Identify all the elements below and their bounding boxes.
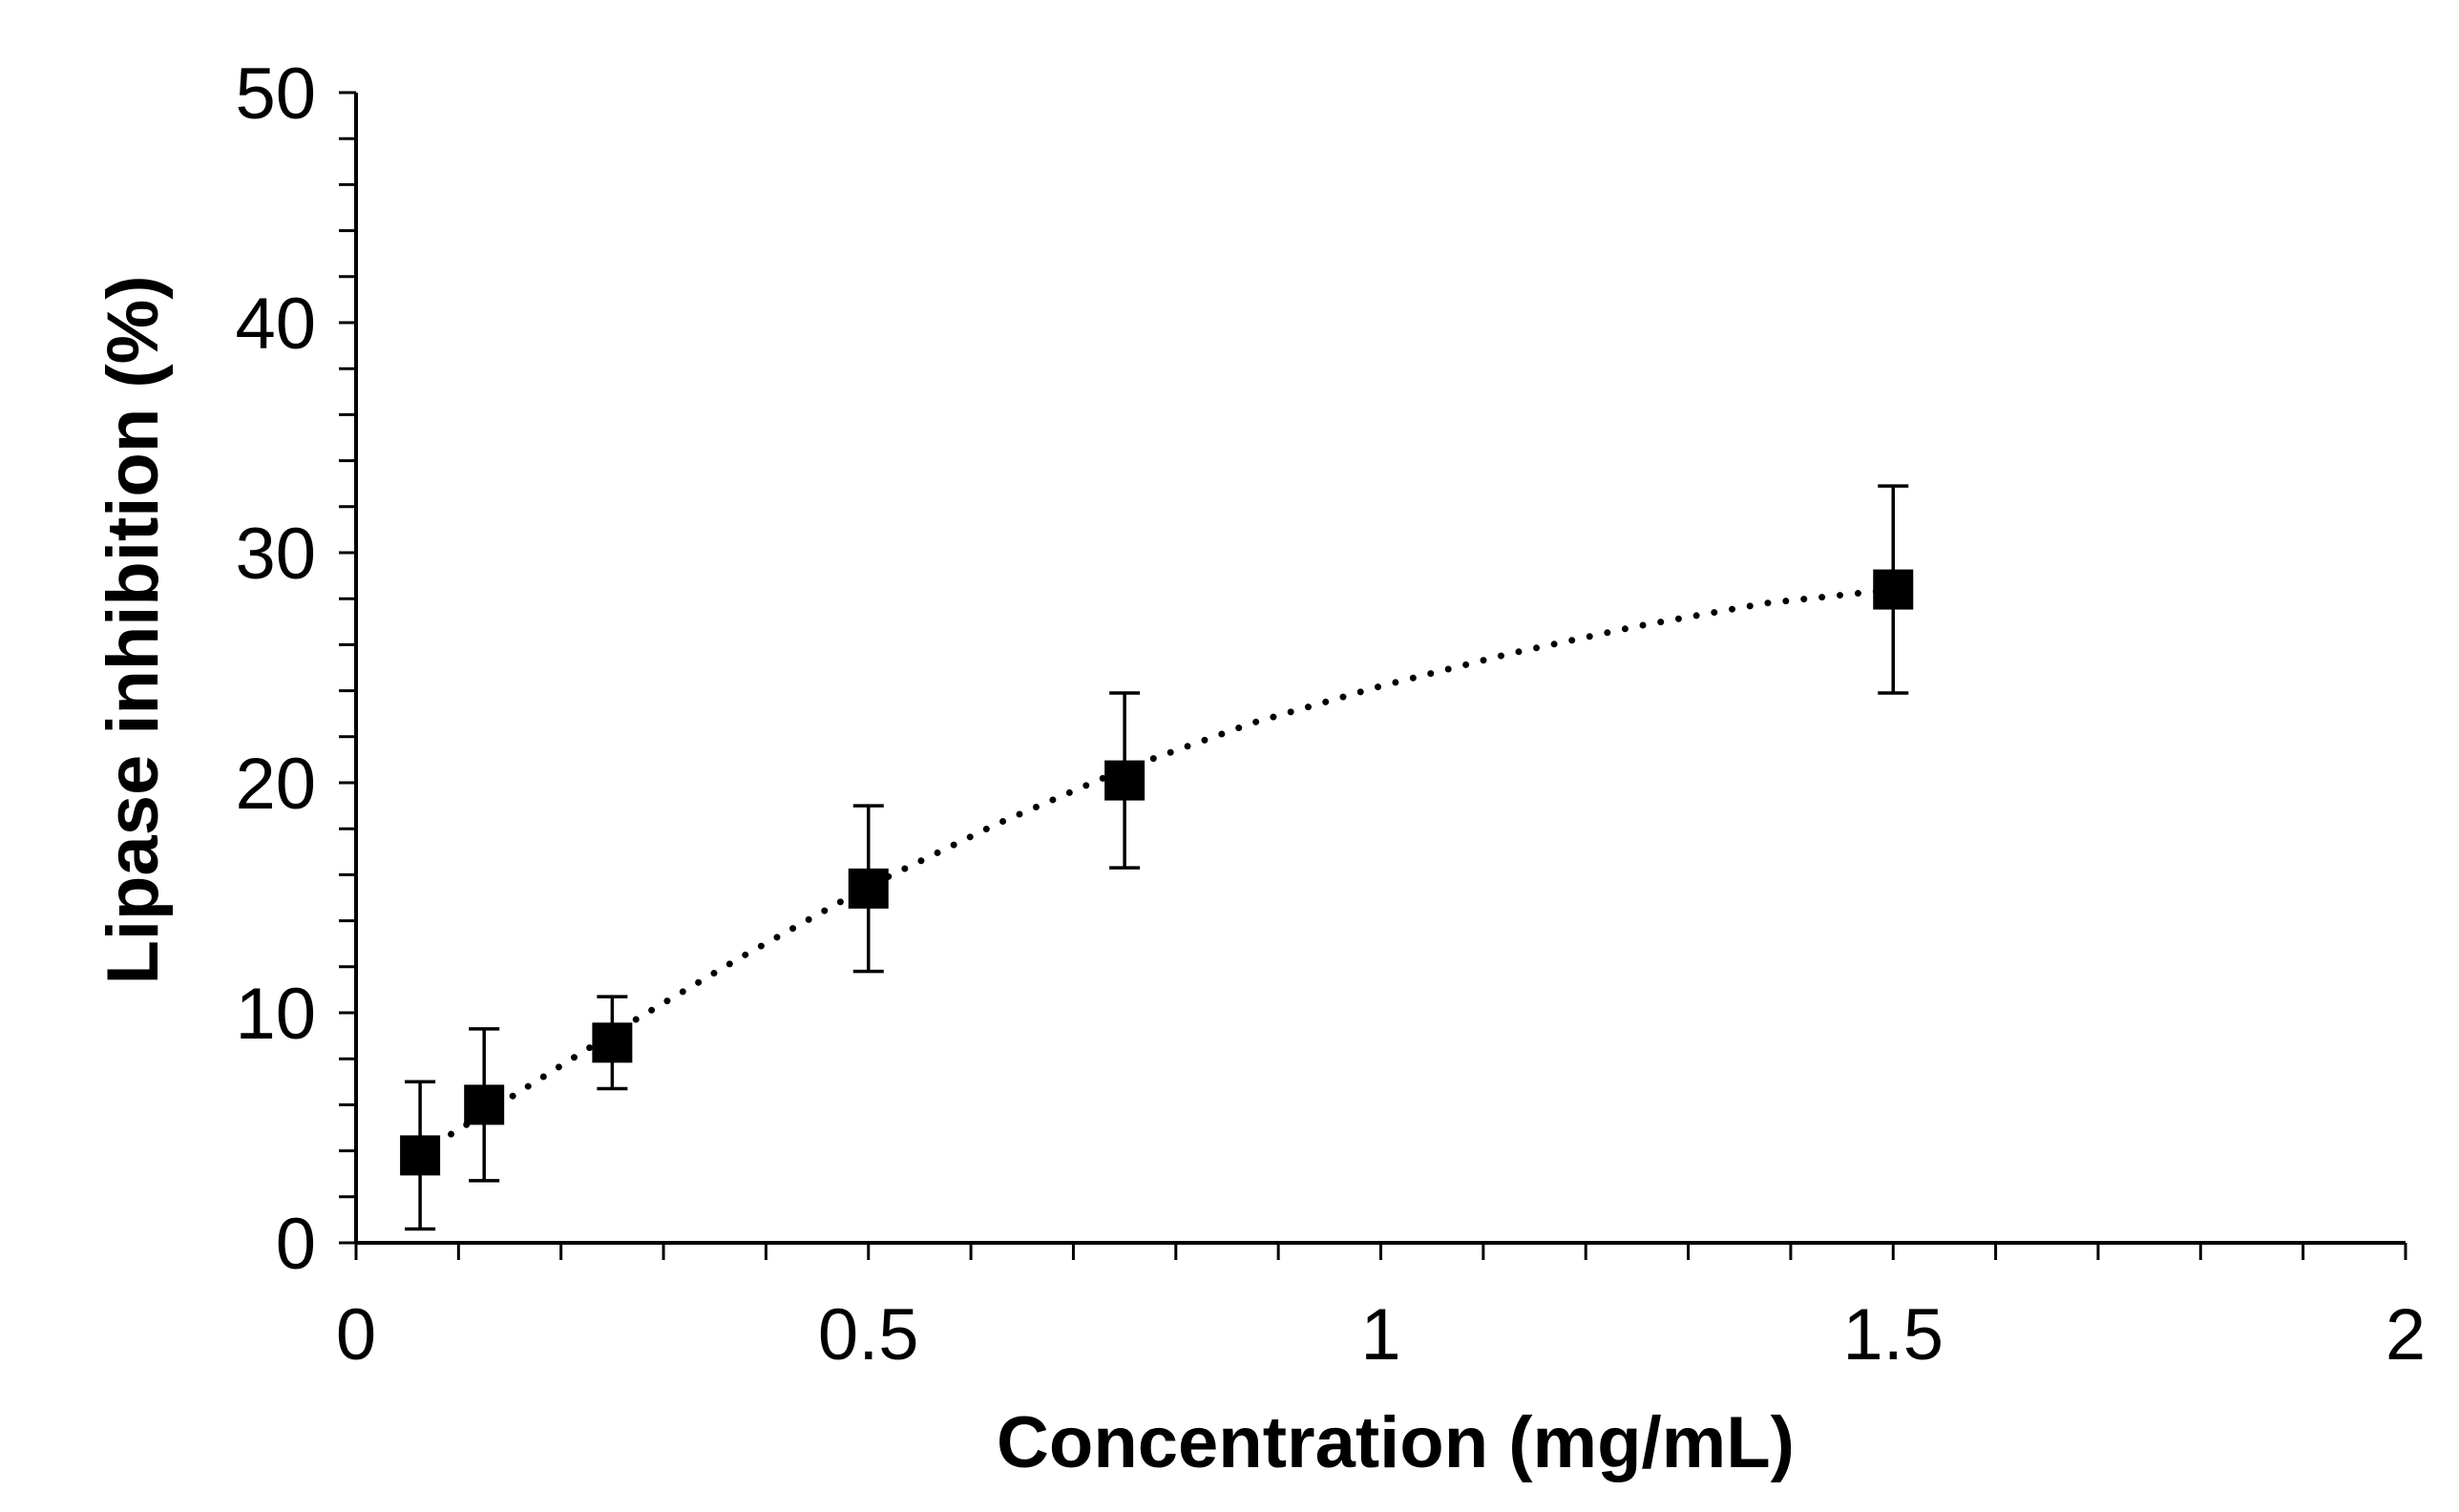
data-point-square <box>592 1022 633 1063</box>
y-tick-label: 10 <box>235 974 316 1055</box>
y-tick-label: 20 <box>235 744 316 825</box>
axes <box>339 91 2407 1260</box>
y-axis-title: Lipase inhibition (%) <box>93 275 174 984</box>
data-point-square <box>1104 760 1145 801</box>
data-point-square <box>1873 569 1914 610</box>
y-tick-label: 0 <box>276 1204 316 1285</box>
trendline-layer <box>416 586 1897 1157</box>
data-point-square <box>464 1084 505 1125</box>
x-tick-label: 2 <box>2385 1294 2426 1376</box>
x-axis-title: Concentration (mg/mL) <box>997 1402 1795 1483</box>
data-point-square <box>848 868 889 909</box>
trendline <box>416 586 1897 1157</box>
y-tick-label: 50 <box>235 53 316 135</box>
error-bars <box>405 484 1909 1231</box>
data-point-square <box>400 1135 441 1176</box>
x-tick-label: 0 <box>336 1294 376 1376</box>
data-points <box>400 569 1914 1176</box>
x-tick-label: 0.5 <box>818 1294 919 1376</box>
x-tick-label: 1.5 <box>1842 1294 1944 1376</box>
x-tick-label: 1 <box>1360 1294 1400 1376</box>
y-tick-label: 30 <box>235 514 316 595</box>
y-tick-label: 40 <box>235 284 316 365</box>
